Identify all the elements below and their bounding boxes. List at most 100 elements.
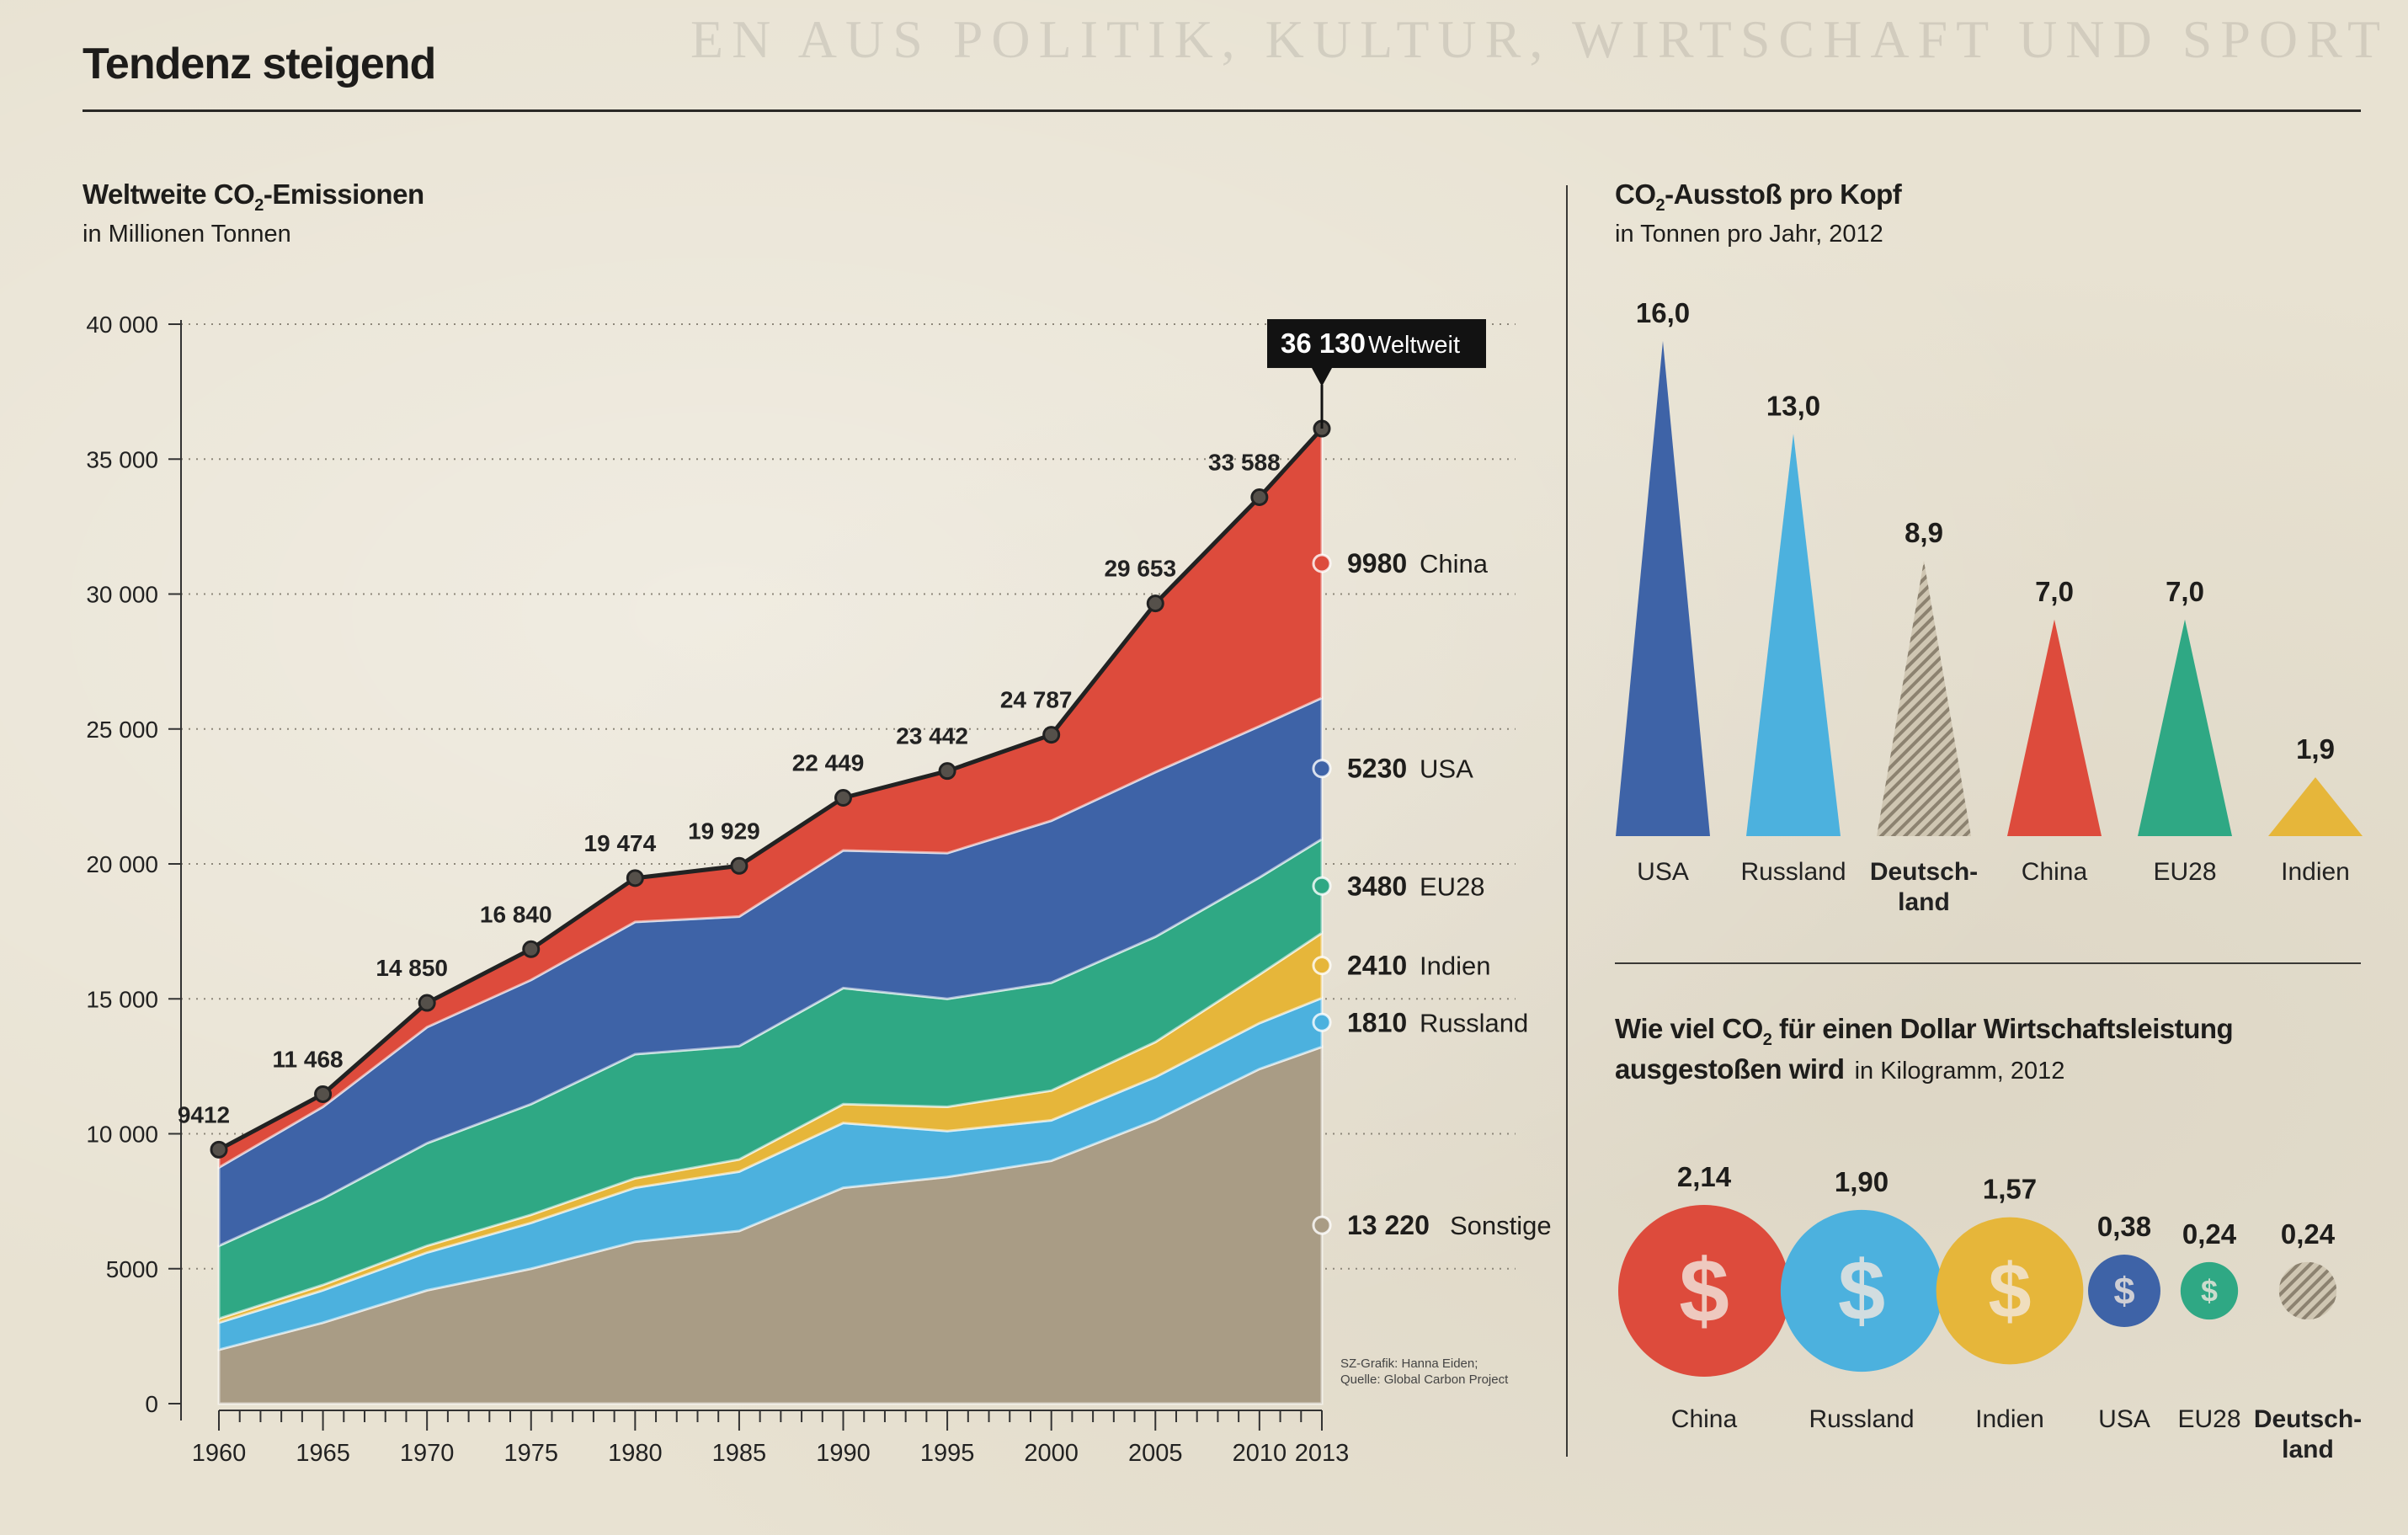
intensity-value: 0,38 xyxy=(2097,1211,2151,1242)
intensity-category: land xyxy=(2282,1436,2334,1463)
total-marker xyxy=(210,1140,228,1159)
dollar-icon: $ xyxy=(1679,1240,1729,1341)
end-label-name: Russland xyxy=(1420,1008,1528,1037)
total-callout-box xyxy=(1267,319,1486,369)
panel-divider-vertical xyxy=(1566,185,1568,1457)
total-marker xyxy=(1042,726,1061,744)
total-marker xyxy=(730,856,749,875)
total-marker xyxy=(314,1085,333,1103)
intensity-title-sub: 2 xyxy=(1762,1031,1772,1049)
y-tick-label: 35 000 xyxy=(86,446,158,472)
end-label-value: 5230 xyxy=(1347,754,1407,784)
intensity-bubble-deutschland xyxy=(2278,1261,2337,1320)
total-callout-value: 36 130 xyxy=(1281,328,1366,359)
source-credit: SZ-Grafik: Hanna Eiden; Quelle: Global C… xyxy=(1340,1356,1508,1388)
percapita-heading: CO2-Ausstoß pro Kopf in Tonnen pro Jahr,… xyxy=(1615,179,1902,248)
percapita-bar-eu28 xyxy=(2138,619,2232,836)
intensity-category: Deutsch- xyxy=(2254,1405,2362,1433)
end-label-name: Sonstige xyxy=(1450,1211,1552,1240)
total-callout-name: Weltweit xyxy=(1368,332,1460,359)
x-tick-label: 1985 xyxy=(712,1440,767,1467)
bleed-through-text: EN AUS POLITIK, KULTUR, WIRTSCHAFT UND S… xyxy=(690,9,2389,69)
percapita-category: Indien xyxy=(2281,858,2350,886)
total-label: 19 929 xyxy=(688,818,760,844)
x-tick-label: 2005 xyxy=(1128,1440,1183,1467)
x-tick-label: 1975 xyxy=(503,1440,558,1467)
end-label-name: China xyxy=(1420,549,1489,578)
end-marker-china xyxy=(1312,553,1332,573)
intensity-bubble-usa xyxy=(2088,1255,2160,1327)
total-line xyxy=(217,427,1324,1152)
percapita-value: 1,9 xyxy=(2296,733,2335,765)
intensity-category: Russland xyxy=(1809,1405,1914,1433)
end-label-value: 9980 xyxy=(1347,548,1407,578)
percapita-value: 7,0 xyxy=(2166,576,2204,607)
percapita-category: Deutsch- xyxy=(1870,858,1978,886)
intensity-category: Indien xyxy=(1975,1405,2044,1433)
y-tick-label: 40 000 xyxy=(86,312,158,338)
y-tick-label: 15 000 xyxy=(86,986,158,1012)
total-marker xyxy=(418,994,436,1012)
y-tick-label: 0 xyxy=(145,1391,158,1417)
x-tick-label: 1995 xyxy=(920,1440,975,1467)
percapita-subtitle: in Tonnen pro Jahr, 2012 xyxy=(1615,221,1883,248)
total-label: 22 449 xyxy=(792,750,865,776)
end-marker-eu28 xyxy=(1312,876,1332,896)
intensity-category: EU28 xyxy=(2177,1405,2240,1433)
percapita-category: China xyxy=(2022,858,2088,886)
percapita-category: land xyxy=(1898,888,1950,916)
percapita-bar-deutschland xyxy=(1877,560,1971,836)
end-label-name: EU28 xyxy=(1420,871,1485,901)
x-tick-label: 2010 xyxy=(1233,1440,1287,1467)
percapita-bar-usa xyxy=(1616,341,1710,836)
area-chart-title-sub: 2 xyxy=(254,196,264,215)
percapita-title-b: -Ausstoß pro Kopf xyxy=(1665,179,1902,210)
intensity-subtitle: in Kilogramm, 2012 xyxy=(1854,1058,2065,1085)
percapita-value: 8,9 xyxy=(1905,517,1943,548)
credit-line-2: Quelle: Global Carbon Project xyxy=(1340,1372,1509,1387)
area-chart-heading: Weltweite CO2-Emissionen in Millionen To… xyxy=(83,179,424,248)
percapita-bar-china xyxy=(2007,619,2102,836)
percapita-value: 16,0 xyxy=(1636,297,1690,328)
intensity-title-a: Wie viel CO xyxy=(1615,1013,1763,1044)
end-label-value: 3480 xyxy=(1347,871,1407,901)
y-tick-label: 25 000 xyxy=(86,717,158,743)
x-tick-label: 1990 xyxy=(816,1440,871,1467)
percapita-category: USA xyxy=(1637,858,1689,886)
end-label-name: Indien xyxy=(1420,951,1490,981)
end-marker-sonstige xyxy=(1312,1215,1332,1235)
total-callout-pointer xyxy=(1312,368,1332,387)
intensity-category: USA xyxy=(2098,1405,2150,1433)
dollar-icon: $ xyxy=(2113,1269,2134,1312)
intensity-value: 1,57 xyxy=(1983,1174,2037,1205)
dollar-icon: $ xyxy=(1838,1245,1885,1339)
total-label: 33 588 xyxy=(1208,450,1281,476)
y-tick-label: 20 000 xyxy=(86,851,158,877)
percapita-title-sub: 2 xyxy=(1655,196,1665,215)
intensity-title-c: ausgestoßen wird xyxy=(1615,1053,1845,1085)
intensity-title-b: für einen Dollar Wirtschaftsleistung xyxy=(1771,1013,2234,1044)
percapita-title-a: CO xyxy=(1615,179,1656,210)
total-label: 11 468 xyxy=(273,1046,344,1072)
x-tick-label: 2000 xyxy=(1024,1440,1079,1467)
area-chart-title-a: Weltweite CO xyxy=(83,179,255,210)
total-label: 14 850 xyxy=(376,955,448,981)
end-marker-russland xyxy=(1312,1012,1332,1032)
end-label-value: 1810 xyxy=(1347,1007,1407,1037)
intensity-value: 0,24 xyxy=(2182,1218,2237,1250)
percapita-bar-indien xyxy=(2268,777,2363,836)
percapita-value: 7,0 xyxy=(2035,576,2074,607)
total-marker xyxy=(522,940,541,958)
y-tick-label: 5000 xyxy=(106,1256,158,1282)
total-label: 19 474 xyxy=(584,830,657,856)
total-marker xyxy=(626,869,644,887)
percapita-category: Russland xyxy=(1740,858,1846,886)
intensity-bubble-china xyxy=(1618,1205,1790,1377)
percapita-bar-russland xyxy=(1746,434,1841,836)
total-label: 9412 xyxy=(178,1101,230,1127)
intensity-bubble-russland xyxy=(1780,1209,1943,1372)
x-tick-label: 1960 xyxy=(192,1440,247,1467)
panel-divider-horizontal xyxy=(1615,962,2361,964)
percapita-value: 13,0 xyxy=(1766,390,1820,421)
